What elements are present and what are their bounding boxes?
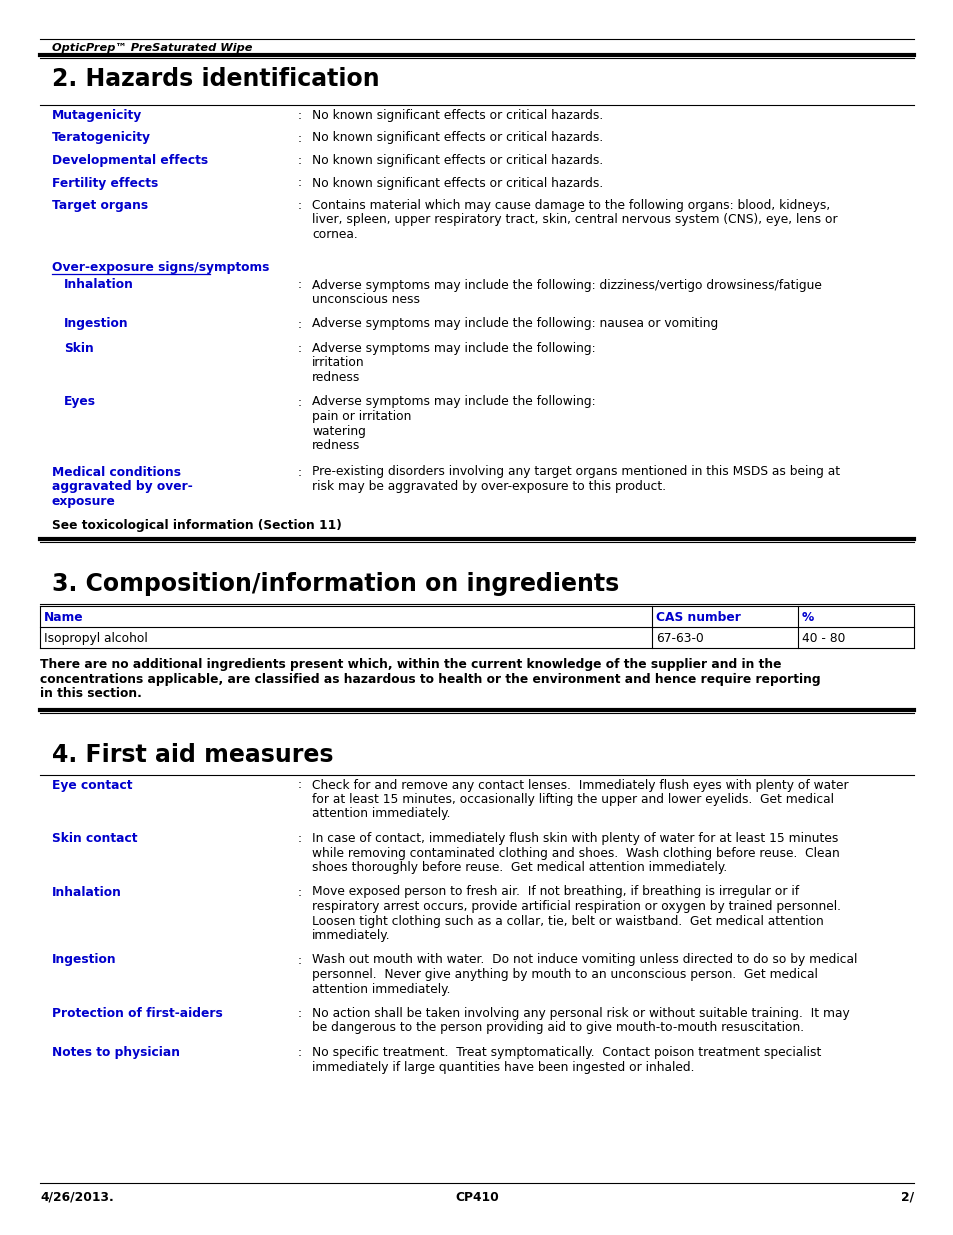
Text: redness: redness: [312, 438, 360, 452]
Text: :: :: [297, 154, 302, 167]
Text: No known significant effects or critical hazards.: No known significant effects or critical…: [312, 109, 602, 122]
Text: 2. Hazards identification: 2. Hazards identification: [52, 67, 379, 91]
Text: attention immediately.: attention immediately.: [312, 808, 450, 820]
Text: See toxicological information (Section 11): See toxicological information (Section 1…: [52, 519, 341, 532]
Text: Adverse symptoms may include the following:: Adverse symptoms may include the followi…: [312, 342, 595, 354]
Text: Fertility effects: Fertility effects: [52, 177, 158, 189]
Text: Wash out mouth with water.  Do not induce vomiting unless directed to do so by m: Wash out mouth with water. Do not induce…: [312, 953, 857, 967]
Text: for at least 15 minutes, occasionally lifting the upper and lower eyelids.  Get : for at least 15 minutes, occasionally li…: [312, 793, 833, 806]
Text: :: :: [297, 778, 302, 792]
Text: No known significant effects or critical hazards.: No known significant effects or critical…: [312, 177, 602, 189]
Text: :: :: [297, 953, 302, 967]
Text: cornea.: cornea.: [312, 228, 357, 241]
Text: shoes thoroughly before reuse.  Get medical attention immediately.: shoes thoroughly before reuse. Get medic…: [312, 861, 726, 874]
Text: :: :: [297, 317, 302, 331]
Text: Protection of first-aiders: Protection of first-aiders: [52, 1007, 222, 1020]
Text: concentrations applicable, are classified as hazardous to health or the environm: concentrations applicable, are classifie…: [40, 673, 820, 685]
Text: :: :: [297, 1007, 302, 1020]
Text: 40 - 80: 40 - 80: [801, 632, 844, 645]
Text: :: :: [297, 131, 302, 144]
Text: There are no additional ingredients present which, within the current knowledge : There are no additional ingredients pres…: [40, 658, 781, 671]
Text: aggravated by over-: aggravated by over-: [52, 480, 193, 493]
Text: risk may be aggravated by over-exposure to this product.: risk may be aggravated by over-exposure …: [312, 480, 665, 493]
Text: Loosen tight clothing such as a collar, tie, belt or waistband.  Get medical att: Loosen tight clothing such as a collar, …: [312, 914, 822, 927]
Text: In case of contact, immediately flush skin with plenty of water for at least 15 : In case of contact, immediately flush sk…: [312, 832, 838, 845]
Text: irritation: irritation: [312, 357, 364, 369]
Text: Skin contact: Skin contact: [52, 832, 137, 845]
Text: Eyes: Eyes: [64, 395, 96, 409]
Text: :: :: [297, 177, 302, 189]
Text: CP410: CP410: [455, 1191, 498, 1204]
Text: OpticPrep™ PreSaturated Wipe: OpticPrep™ PreSaturated Wipe: [52, 43, 253, 53]
Text: No action shall be taken involving any personal risk or without suitable trainin: No action shall be taken involving any p…: [312, 1007, 849, 1020]
Text: Pre-existing disorders involving any target organs mentioned in this MSDS as bei: Pre-existing disorders involving any tar…: [312, 466, 840, 478]
Text: :: :: [297, 832, 302, 845]
Text: in this section.: in this section.: [40, 687, 142, 700]
Text: Notes to physician: Notes to physician: [52, 1046, 180, 1058]
Text: :: :: [297, 109, 302, 122]
Text: Developmental effects: Developmental effects: [52, 154, 208, 167]
Text: pain or irritation: pain or irritation: [312, 410, 411, 424]
Text: attention immediately.: attention immediately.: [312, 983, 450, 995]
Text: liver, spleen, upper respiratory tract, skin, central nervous system (CNS), eye,: liver, spleen, upper respiratory tract, …: [312, 214, 837, 226]
Text: 2/: 2/: [900, 1191, 913, 1204]
Text: :: :: [297, 1046, 302, 1058]
Text: Move exposed person to fresh air.  If not breathing, if breathing is irregular o: Move exposed person to fresh air. If not…: [312, 885, 799, 899]
Text: :: :: [297, 885, 302, 899]
Text: 67-63-0: 67-63-0: [656, 632, 703, 645]
Text: be dangerous to the person providing aid to give mouth-to-mouth resuscitation.: be dangerous to the person providing aid…: [312, 1021, 803, 1035]
Text: No known significant effects or critical hazards.: No known significant effects or critical…: [312, 131, 602, 144]
Text: redness: redness: [312, 370, 360, 384]
Text: No known significant effects or critical hazards.: No known significant effects or critical…: [312, 154, 602, 167]
Text: respiratory arrest occurs, provide artificial respiration or oxygen by trained p: respiratory arrest occurs, provide artif…: [312, 900, 841, 913]
Text: exposure: exposure: [52, 494, 115, 508]
Text: Skin: Skin: [64, 342, 93, 354]
Text: Adverse symptoms may include the following: dizziness/vertigo drowsiness/fatigue: Adverse symptoms may include the followi…: [312, 279, 821, 291]
Text: No specific treatment.  Treat symptomatically.  Contact poison treatment special: No specific treatment. Treat symptomatic…: [312, 1046, 821, 1058]
Text: Inhalation: Inhalation: [64, 279, 133, 291]
Text: Teratogenicity: Teratogenicity: [52, 131, 151, 144]
Text: unconscious ness: unconscious ness: [312, 293, 419, 306]
Text: Check for and remove any contact lenses.  Immediately flush eyes with plenty of : Check for and remove any contact lenses.…: [312, 778, 848, 792]
Text: Inhalation: Inhalation: [52, 885, 122, 899]
Text: Target organs: Target organs: [52, 199, 148, 212]
Text: Over-exposure signs/symptoms: Over-exposure signs/symptoms: [52, 261, 269, 273]
Text: Isopropyl alcohol: Isopropyl alcohol: [44, 632, 148, 645]
Text: Medical conditions: Medical conditions: [52, 466, 181, 478]
Text: %: %: [801, 611, 814, 624]
Text: Contains material which may cause damage to the following organs: blood, kidneys: Contains material which may cause damage…: [312, 199, 829, 212]
Text: 4/26/2013.: 4/26/2013.: [40, 1191, 113, 1204]
Text: personnel.  Never give anything by mouth to an unconscious person.  Get medical: personnel. Never give anything by mouth …: [312, 968, 817, 981]
Text: 3. Composition/information on ingredients: 3. Composition/information on ingredient…: [52, 572, 618, 597]
Text: Ingestion: Ingestion: [64, 317, 129, 331]
Text: watering: watering: [312, 425, 366, 437]
Text: :: :: [297, 342, 302, 354]
Text: immediately.: immediately.: [312, 929, 390, 942]
Text: :: :: [297, 199, 302, 212]
Text: :: :: [297, 395, 302, 409]
Text: :: :: [297, 279, 302, 291]
Text: CAS number: CAS number: [656, 611, 740, 624]
Text: :: :: [297, 466, 302, 478]
Text: immediately if large quantities have been ingested or inhaled.: immediately if large quantities have bee…: [312, 1061, 694, 1073]
Text: Ingestion: Ingestion: [52, 953, 116, 967]
Text: Name: Name: [44, 611, 84, 624]
Text: while removing contaminated clothing and shoes.  Wash clothing before reuse.  Cl: while removing contaminated clothing and…: [312, 846, 839, 860]
Text: Adverse symptoms may include the following: nausea or vomiting: Adverse symptoms may include the followi…: [312, 317, 718, 331]
Text: Adverse symptoms may include the following:: Adverse symptoms may include the followi…: [312, 395, 595, 409]
Text: Eye contact: Eye contact: [52, 778, 132, 792]
Text: 4. First aid measures: 4. First aid measures: [52, 742, 334, 767]
Text: Mutagenicity: Mutagenicity: [52, 109, 142, 122]
